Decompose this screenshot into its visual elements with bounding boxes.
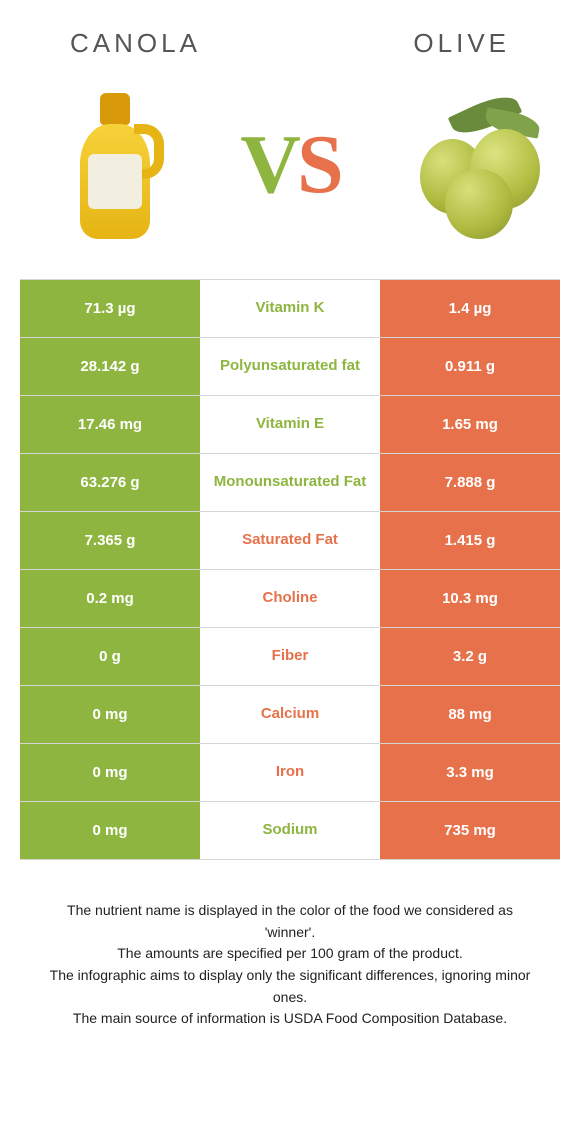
table-row: 17.46 mgVitamin E1.65 mg: [20, 396, 560, 454]
title-left: CANOLA: [70, 28, 201, 59]
right-value: 735 mg: [380, 802, 560, 859]
nutrient-label: Polyunsaturated fat: [200, 338, 380, 395]
table-row: 63.276 gMonounsaturated Fat7.888 g: [20, 454, 560, 512]
nutrient-label: Fiber: [200, 628, 380, 685]
nutrient-label: Calcium: [200, 686, 380, 743]
vs-label: VS: [240, 116, 339, 213]
left-value: 0 g: [20, 628, 200, 685]
hero-row: VS: [0, 59, 580, 279]
vs-s: S: [297, 118, 340, 211]
table-row: 7.365 gSaturated Fat1.415 g: [20, 512, 560, 570]
right-value: 7.888 g: [380, 454, 560, 511]
footer-line: The nutrient name is displayed in the co…: [40, 900, 540, 943]
olives-icon: [390, 94, 540, 234]
footer-line: The main source of information is USDA F…: [40, 1008, 540, 1030]
left-value: 0 mg: [20, 686, 200, 743]
table-row: 28.142 gPolyunsaturated fat0.911 g: [20, 338, 560, 396]
left-value: 17.46 mg: [20, 396, 200, 453]
table-row: 0 mgIron3.3 mg: [20, 744, 560, 802]
right-value: 1.4 µg: [380, 280, 560, 337]
table-row: 0 mgSodium735 mg: [20, 802, 560, 860]
left-value: 28.142 g: [20, 338, 200, 395]
left-value: 7.365 g: [20, 512, 200, 569]
nutrient-label: Vitamin E: [200, 396, 380, 453]
nutrient-label: Monounsaturated Fat: [200, 454, 380, 511]
nutrient-label: Saturated Fat: [200, 512, 380, 569]
nutrient-label: Sodium: [200, 802, 380, 859]
canola-image: [40, 79, 190, 249]
right-value: 88 mg: [380, 686, 560, 743]
table-row: 0 gFiber3.2 g: [20, 628, 560, 686]
olive-image: [390, 79, 540, 249]
footer-line: The amounts are specified per 100 gram o…: [40, 943, 540, 965]
footer-notes: The nutrient name is displayed in the co…: [0, 860, 580, 1030]
nutrient-label: Iron: [200, 744, 380, 801]
right-value: 10.3 mg: [380, 570, 560, 627]
right-value: 0.911 g: [380, 338, 560, 395]
table-row: 0 mgCalcium88 mg: [20, 686, 560, 744]
right-value: 1.415 g: [380, 512, 560, 569]
left-value: 63.276 g: [20, 454, 200, 511]
header: CANOLA OLIVE: [0, 0, 580, 59]
table-row: 0.2 mgCholine10.3 mg: [20, 570, 560, 628]
right-value: 3.2 g: [380, 628, 560, 685]
left-value: 0 mg: [20, 802, 200, 859]
left-value: 0.2 mg: [20, 570, 200, 627]
left-value: 0 mg: [20, 744, 200, 801]
title-right: OLIVE: [413, 28, 510, 59]
footer-line: The infographic aims to display only the…: [40, 965, 540, 1008]
nutrient-label: Vitamin K: [200, 280, 380, 337]
table-row: 71.3 µgVitamin K1.4 µg: [20, 280, 560, 338]
nutrient-label: Choline: [200, 570, 380, 627]
left-value: 71.3 µg: [20, 280, 200, 337]
canola-bottle-icon: [70, 89, 160, 239]
vs-v: V: [240, 118, 297, 211]
right-value: 3.3 mg: [380, 744, 560, 801]
right-value: 1.65 mg: [380, 396, 560, 453]
comparison-table: 71.3 µgVitamin K1.4 µg28.142 gPolyunsatu…: [20, 279, 560, 860]
